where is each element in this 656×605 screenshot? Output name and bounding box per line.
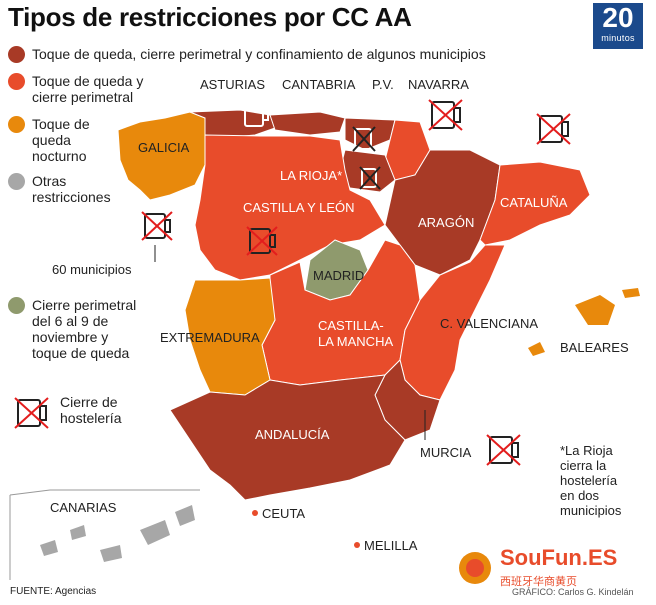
label-extremadura: EXTREMADURA [160,330,260,345]
label-madrid: MADRID [313,268,365,283]
label-melilla: MELILLA [364,538,418,553]
rioja-note: *La Rioja cierra la hostelería en dos muni… [560,443,622,518]
label-ceuta: CEUTA [262,506,306,521]
label-murcia: MURCIA [420,445,472,460]
label-asturias: ASTURIAS [200,77,266,92]
label-la-rioja: LA RIOJA* [280,168,343,183]
legend-label-orange: Toque de queda nocturno [32,116,90,164]
beer-mug-crossed-icon [486,434,521,466]
region-baleares-mallorca [575,295,615,325]
legend-label-dark-red: Toque de queda, cierre perimetral y conf… [32,46,486,62]
beer-mug-crossed-icon [536,113,571,145]
legend-label-gray: Otras restricciones [32,173,111,205]
label-baleares: BALEARES [560,340,629,355]
beer-mug-crossed-icon [352,126,376,152]
logo-number: 20 [602,2,634,33]
region-cataluna [479,161,591,246]
label-canarias: CANARIAS [50,500,117,515]
region-galicia [117,111,211,201]
legend-swatch-red [8,73,25,90]
region-baleares-menorca [622,288,640,298]
region-canarias-island-3 [100,545,122,562]
legend-swatch-green [8,297,25,314]
label-aragon: ARAGÓN [418,215,475,230]
region-canarias-island-5 [175,505,195,526]
legend-swatch-gray [8,173,25,190]
legend-swatch-orange [8,116,25,133]
region-baleares-ibiza [528,342,545,356]
legend-label-hosteleria: Cierre de hostelería [60,394,122,426]
legend-swatch-dark-red [8,46,25,63]
label-navarra: NAVARRA [408,77,469,92]
watermark-soufun: SouFun.ES [500,545,618,570]
label-castilla-mancha-1: CASTILLA- [318,318,384,333]
soufun-logo [459,552,491,584]
region-canarias-island-4 [140,520,170,545]
label-cantabria: CANTABRIA [282,77,356,92]
beer-mug-crossed-icon [359,166,381,190]
region-canarias-island-1 [40,540,58,556]
beer-mug-crossed-icon [244,103,269,127]
beer-mug-crossed-icon [141,211,173,241]
region-canarias-island-2 [70,525,86,540]
watermark-soufun-sub: 西班牙华商黄页 [500,576,577,588]
region-valenciana [399,244,506,401]
map-title: Tipos de restricciones por CC AA [8,2,412,32]
label-castilla-mancha-2: LA MANCHA [318,334,394,349]
label-andalucia: ANDALUCÍA [255,427,330,442]
region-cantabria [269,111,346,136]
ceuta-dot [252,510,258,516]
logo-word: minutos [601,33,635,43]
label-pv: P.V. [372,77,394,92]
footer-source: FUENTE: Agencias [10,586,97,597]
legend-label-green: Cierre perimetral del 6 al 9 de noviembre… [32,297,137,361]
beer-mug-crossed-icon [246,226,278,256]
region-andalucia [169,374,406,501]
legend-beer-mug-crossed-icon [14,397,49,429]
beer-mug-crossed-icon [428,99,463,131]
20minutos-logo[interactable]: 20 minutos [593,3,643,49]
canarias-inset-frame [9,489,200,580]
label-valenciana: C. VALENCIANA [440,316,539,331]
melilla-dot [354,542,360,548]
legend-label-red: Toque de queda y cierre perimetral [32,73,144,105]
footer-credit: GRÁFICO: Carlos G. Kindelán [512,587,634,597]
label-cataluna: CATALUÑA [500,195,568,210]
label-galicia: GALICIA [138,140,190,155]
region-asturias [189,109,276,139]
label-castilla-leon: CASTILLA Y LEÓN [243,200,355,215]
galicia-municipios-note: 60 municipios [52,262,132,277]
